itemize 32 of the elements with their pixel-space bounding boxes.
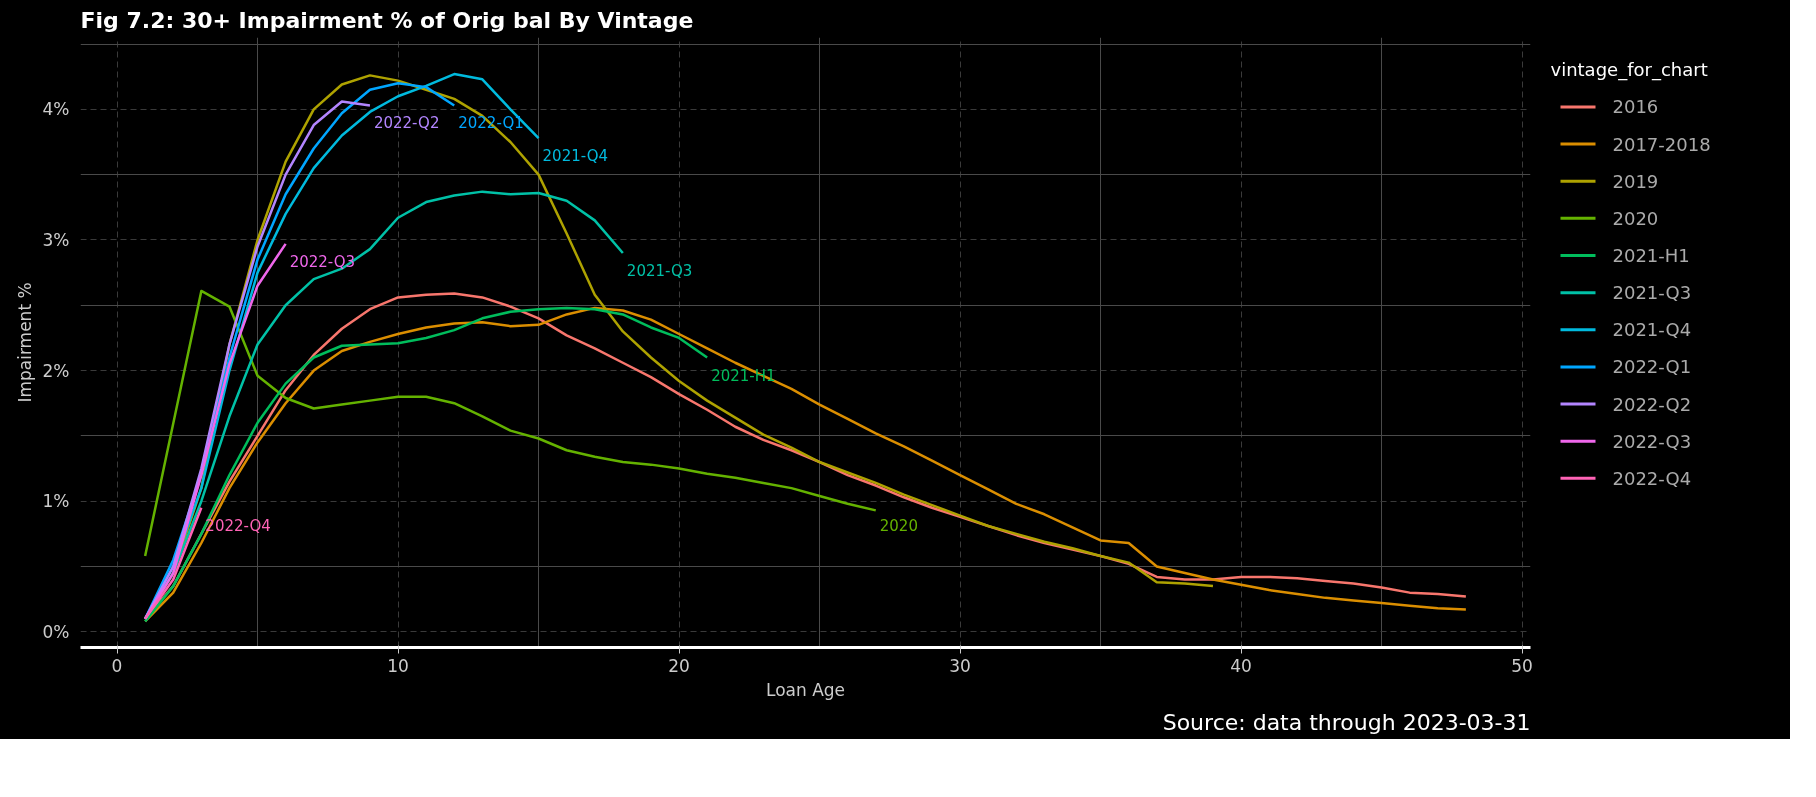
legend-label: 2022-Q1 bbox=[1612, 356, 1692, 378]
y-tick-label: 0% bbox=[42, 621, 70, 642]
legend-label: 2021-Q3 bbox=[1612, 282, 1692, 304]
legend-label: 2016 bbox=[1612, 96, 1659, 118]
legend-label: 2022-Q2 bbox=[1612, 393, 1692, 415]
annotation: 2022-Q2 bbox=[373, 114, 440, 133]
legend-label: 2021-Q4 bbox=[1612, 319, 1692, 341]
annotation: 2021-Q4 bbox=[542, 147, 609, 166]
legend-label: 2022-Q4 bbox=[1612, 467, 1692, 489]
legend-label: 2022-Q3 bbox=[1612, 430, 1692, 452]
y-tick-label: 1% bbox=[42, 491, 70, 512]
x-tick-label: 40 bbox=[1230, 655, 1252, 676]
annotation: 2021-Q3 bbox=[626, 262, 693, 281]
x-tick-label: 50 bbox=[1511, 655, 1533, 676]
x-tick-label: 30 bbox=[949, 655, 971, 676]
x-tick-label: 10 bbox=[387, 655, 409, 676]
annotation: 2022-Q3 bbox=[289, 252, 356, 271]
legend-label: 2020 bbox=[1612, 207, 1659, 229]
y-tick-label: 2% bbox=[42, 360, 70, 381]
legend-label: 2021-H1 bbox=[1612, 245, 1690, 267]
legend-title: vintage_for_chart bbox=[1550, 59, 1708, 82]
y-axis-title: Impairment % bbox=[14, 282, 35, 403]
source-note: Source: data through 2023-03-31 bbox=[1162, 709, 1531, 735]
legend-label: 2017-2018 bbox=[1612, 133, 1711, 155]
y-tick-label: 3% bbox=[42, 229, 70, 250]
x-tick-label: 0 bbox=[111, 655, 123, 676]
legend-label: 2019 bbox=[1612, 170, 1659, 192]
x-axis-title: Loan Age bbox=[765, 679, 846, 700]
chart-title: Fig 7.2: 30+ Impairment % of Orig bal By Vintage bbox=[80, 7, 694, 33]
y-tick-label: 4% bbox=[42, 99, 70, 120]
annotation: 2020 bbox=[879, 517, 918, 536]
x-tick-label: 20 bbox=[668, 655, 690, 676]
